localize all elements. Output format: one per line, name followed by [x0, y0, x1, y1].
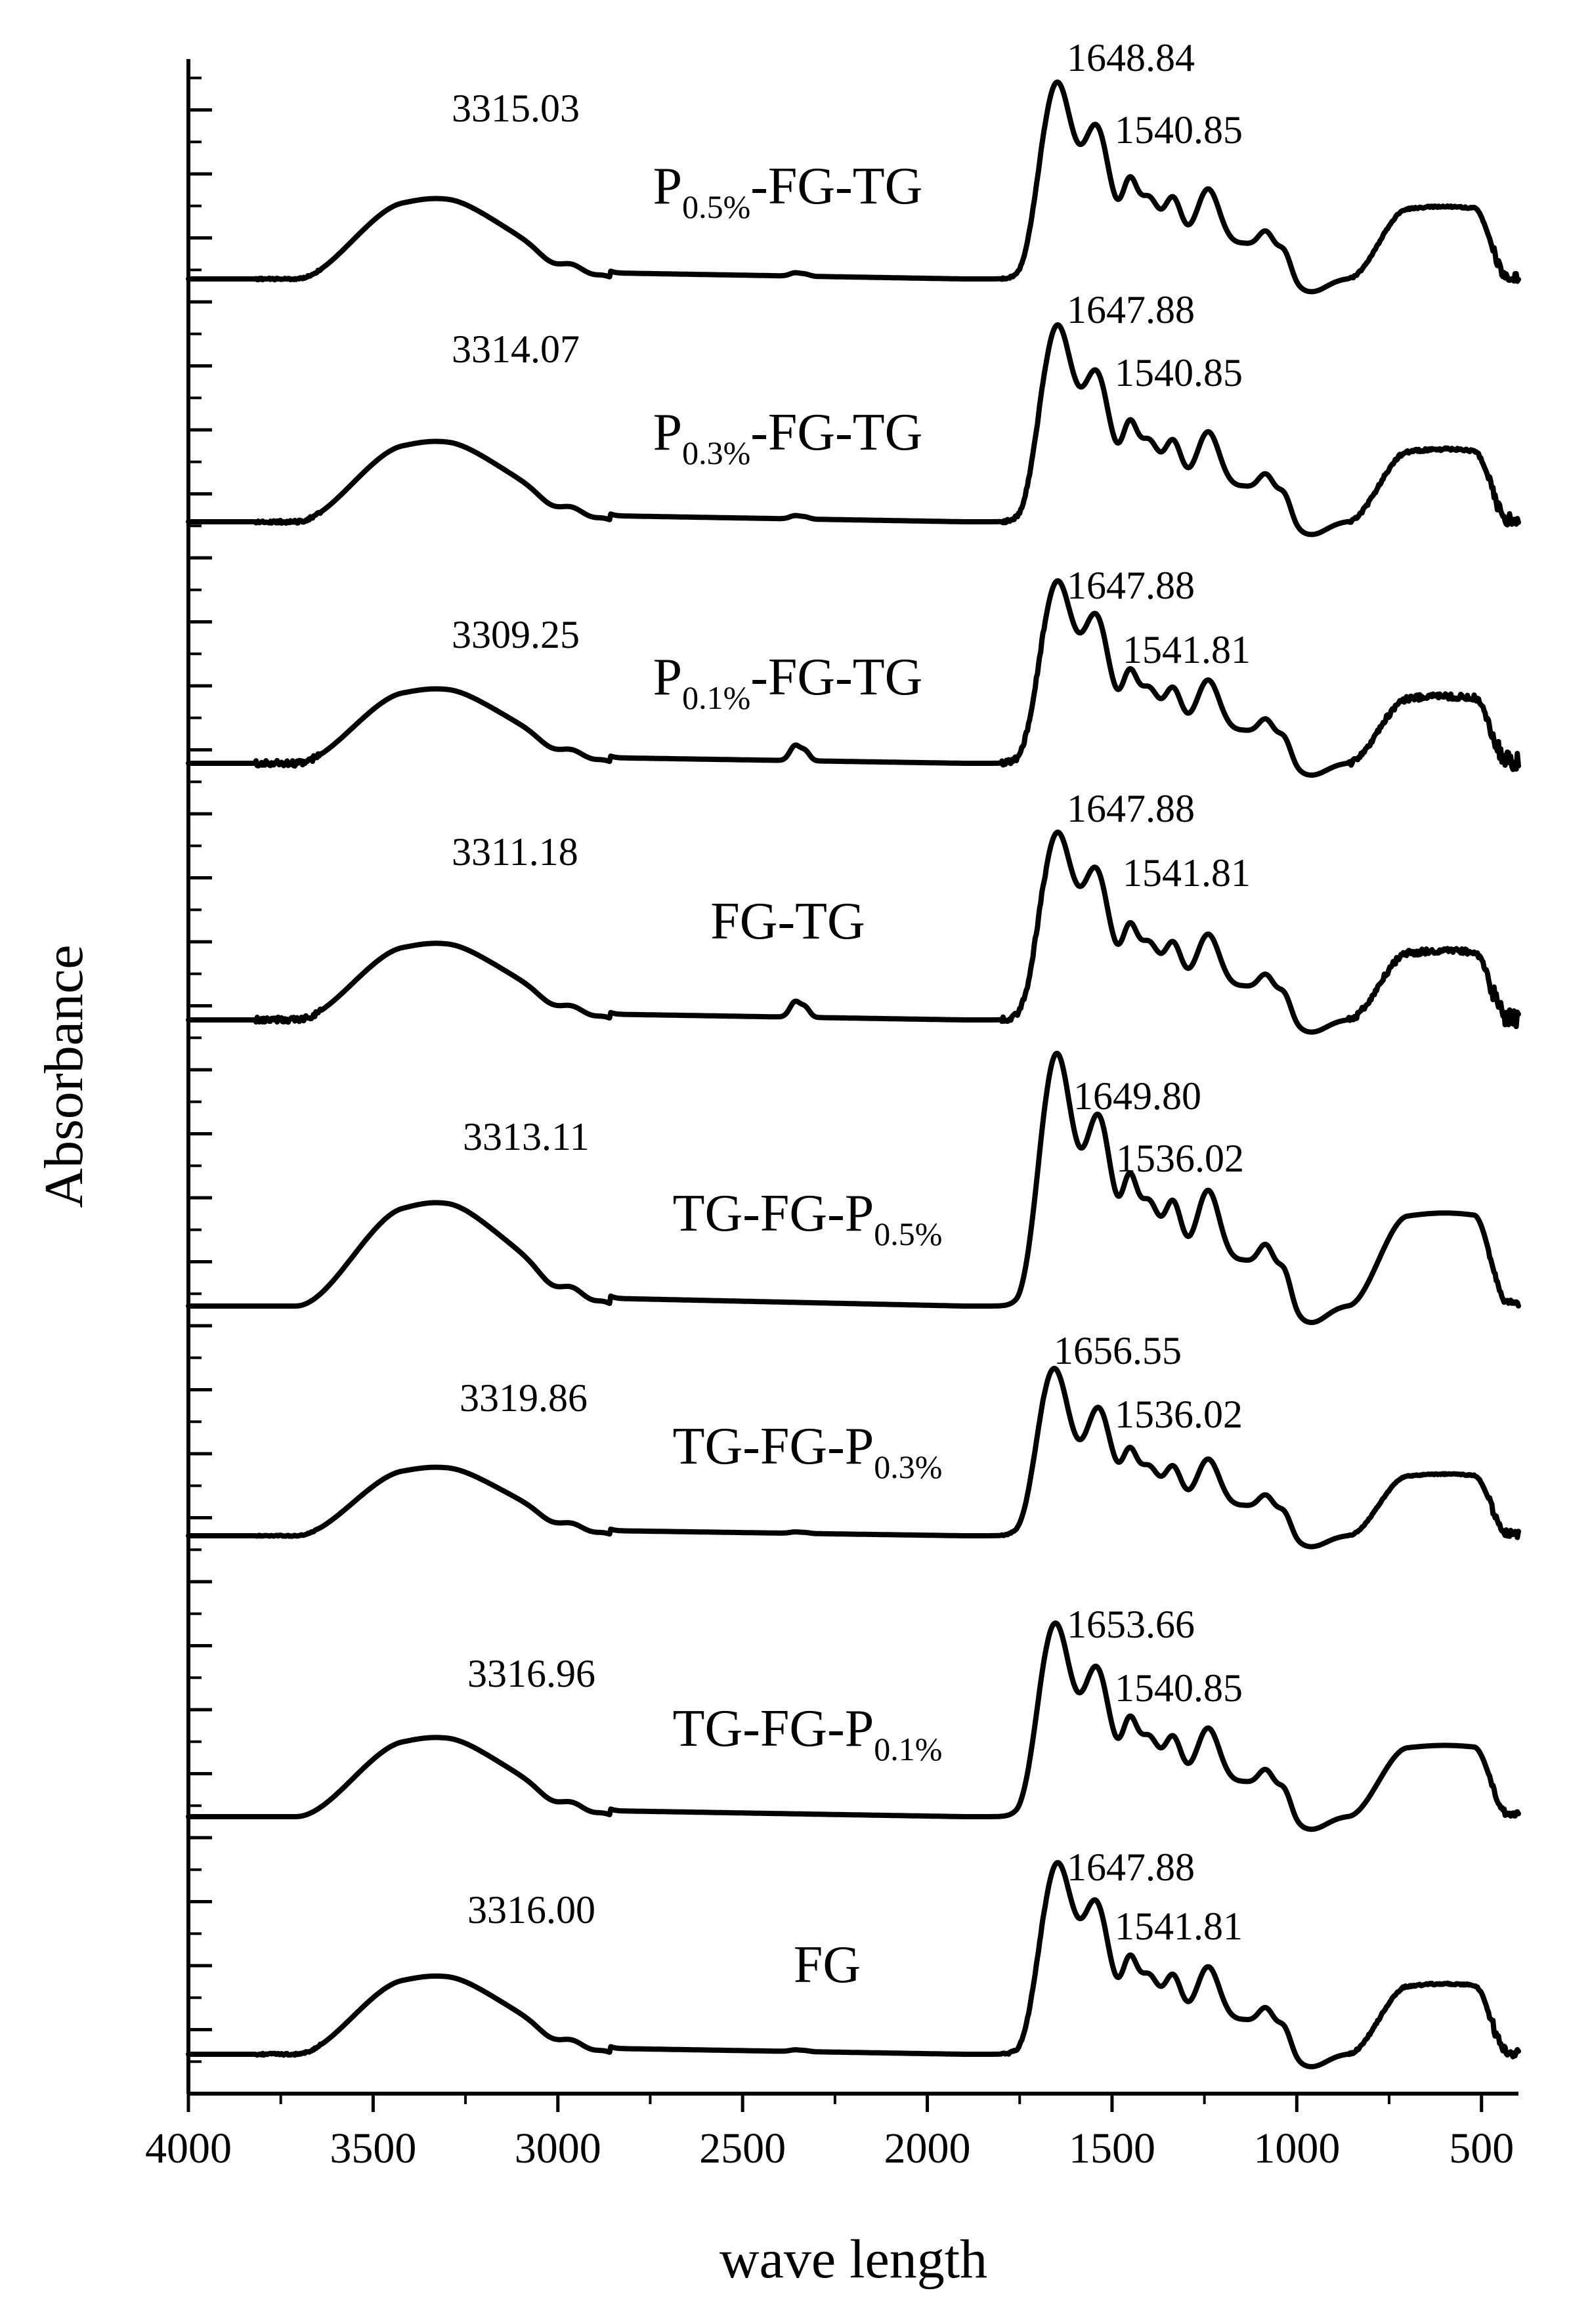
- peak-label: 3311.18: [452, 830, 578, 874]
- annotations-group: 3315.031648.841540.85P0.5%-FG-TG3314.071…: [452, 36, 1251, 1994]
- peak-label: 3313.11: [463, 1115, 590, 1158]
- series-label-main: TG-FG-P: [673, 1418, 874, 1475]
- series-label: P0.3%-FG-TG: [653, 404, 923, 471]
- x-tick-label: 2500: [699, 2124, 786, 2172]
- series-label-subscript: 0.1%: [874, 1731, 942, 1767]
- peak-label: 1540.85: [1115, 351, 1243, 394]
- series-label-main: TG-FG-P: [673, 1700, 874, 1758]
- spectrum-line: [186, 1620, 1521, 1832]
- peak-label: 3315.03: [452, 87, 580, 130]
- spectrum-line: [186, 79, 1521, 295]
- peak-label: 3314.07: [452, 327, 580, 371]
- series-label-subscript: 0.1%: [682, 679, 750, 716]
- x-tick-label: 500: [1449, 2124, 1514, 2172]
- series-label-tail: -FG-TG: [750, 648, 922, 706]
- peak-label: 1536.02: [1115, 1393, 1243, 1436]
- series-label: P0.5%-FG-TG: [653, 158, 923, 225]
- series-label-main: P: [653, 158, 683, 215]
- spectrum-line: [186, 1860, 1521, 2069]
- series-label: P0.1%-FG-TG: [653, 648, 923, 716]
- peak-label: 3309.25: [452, 613, 580, 656]
- x-tick-label: 1000: [1253, 2124, 1340, 2172]
- series-label-main: P: [653, 404, 683, 461]
- x-tick-label: 4000: [145, 2124, 232, 2172]
- peak-label: 3316.00: [467, 1888, 595, 1932]
- peak-label: 1647.88: [1067, 288, 1195, 331]
- x-axis-title: wave length: [720, 2229, 987, 2290]
- peak-label: 1649.80: [1073, 1074, 1201, 1118]
- axes-group: 4000 3500 3000 2500 2000 1500 1000 500 wave leng…: [33, 59, 1518, 2290]
- peak-label: 1541.81: [1123, 628, 1251, 671]
- peak-label: 1653.66: [1067, 1603, 1195, 1646]
- peak-label: 1647.88: [1067, 787, 1195, 830]
- series-label-subscript: 0.3%: [682, 434, 750, 471]
- x-tick-label: 3500: [330, 2124, 416, 2172]
- spectrum-line: [186, 578, 1521, 778]
- y-axis-title: Absorbance: [33, 944, 95, 1208]
- series-label: TG-FG-P0.1%: [673, 1700, 943, 1767]
- peak-label: 1648.84: [1067, 36, 1195, 79]
- series-label-subscript: 0.5%: [682, 188, 750, 225]
- series-label: TG-FG-P0.5%: [673, 1185, 943, 1252]
- peak-label: 1541.81: [1115, 1905, 1243, 1948]
- series-label-subscript: 0.3%: [874, 1448, 942, 1485]
- x-tick-label: 1500: [1069, 2124, 1155, 2172]
- series-label: FG-TG: [710, 893, 865, 950]
- x-tick-label: 2000: [884, 2124, 971, 2172]
- peak-label: 1536.02: [1116, 1137, 1244, 1180]
- peak-label: 1647.88: [1067, 1846, 1195, 1889]
- series-label-main: FG-TG: [710, 893, 865, 950]
- peak-label: 1541.81: [1123, 851, 1251, 895]
- spectra-group: [186, 79, 1521, 2069]
- series-label: FG: [794, 1936, 861, 1994]
- peak-label: 1540.85: [1115, 1666, 1243, 1710]
- series-label: TG-FG-P0.3%: [673, 1418, 943, 1485]
- spectrum-line: [186, 1051, 1521, 1325]
- x-tick-label: 3000: [515, 2124, 601, 2172]
- series-label-main: TG-FG-P: [673, 1185, 874, 1242]
- spectrum-line: [186, 830, 1521, 1035]
- peak-label: 1647.88: [1067, 564, 1195, 607]
- series-label-main: FG: [794, 1936, 861, 1994]
- series-label-tail: -FG-TG: [750, 158, 922, 215]
- series-label-subscript: 0.5%: [874, 1215, 942, 1252]
- peak-label: 1656.55: [1054, 1329, 1182, 1372]
- series-label-tail: -FG-TG: [750, 404, 922, 461]
- peak-label: 3316.96: [467, 1652, 595, 1695]
- peak-label: 1540.85: [1115, 108, 1243, 152]
- peak-label: 3319.86: [460, 1376, 588, 1420]
- spectrum-line: [186, 322, 1521, 538]
- series-label-main: P: [653, 648, 683, 706]
- spectrum-line: [186, 1366, 1521, 1550]
